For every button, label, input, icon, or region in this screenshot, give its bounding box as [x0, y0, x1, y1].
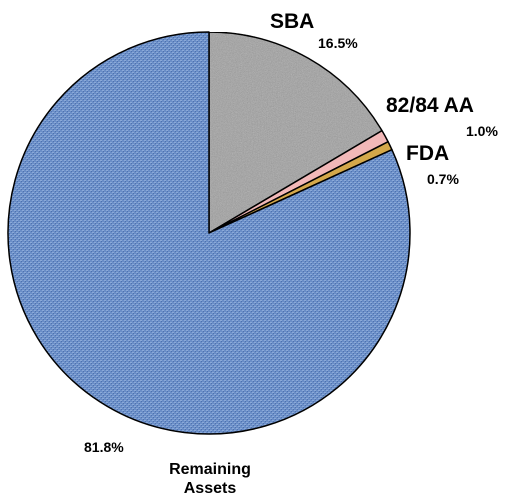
label-fda: FDA [406, 142, 449, 165]
label-remaining-assets-line1: Remaining [169, 461, 251, 478]
percent-82-84-aa: 1.0% [466, 123, 498, 139]
percent-fda: 0.7% [427, 171, 459, 187]
label-remaining-assets-line2: Assets [184, 480, 237, 497]
pie-slice-remaining-assets [7, 31, 411, 435]
pie-slice-sba [208, 31, 383, 234]
percent-remaining-assets: 81.8% [84, 439, 124, 455]
label-82-84-aa: 82/84 AA [386, 94, 474, 117]
label-sba: SBA [270, 10, 314, 33]
pie-slices [7, 31, 411, 435]
percent-sba: 16.5% [318, 35, 358, 51]
